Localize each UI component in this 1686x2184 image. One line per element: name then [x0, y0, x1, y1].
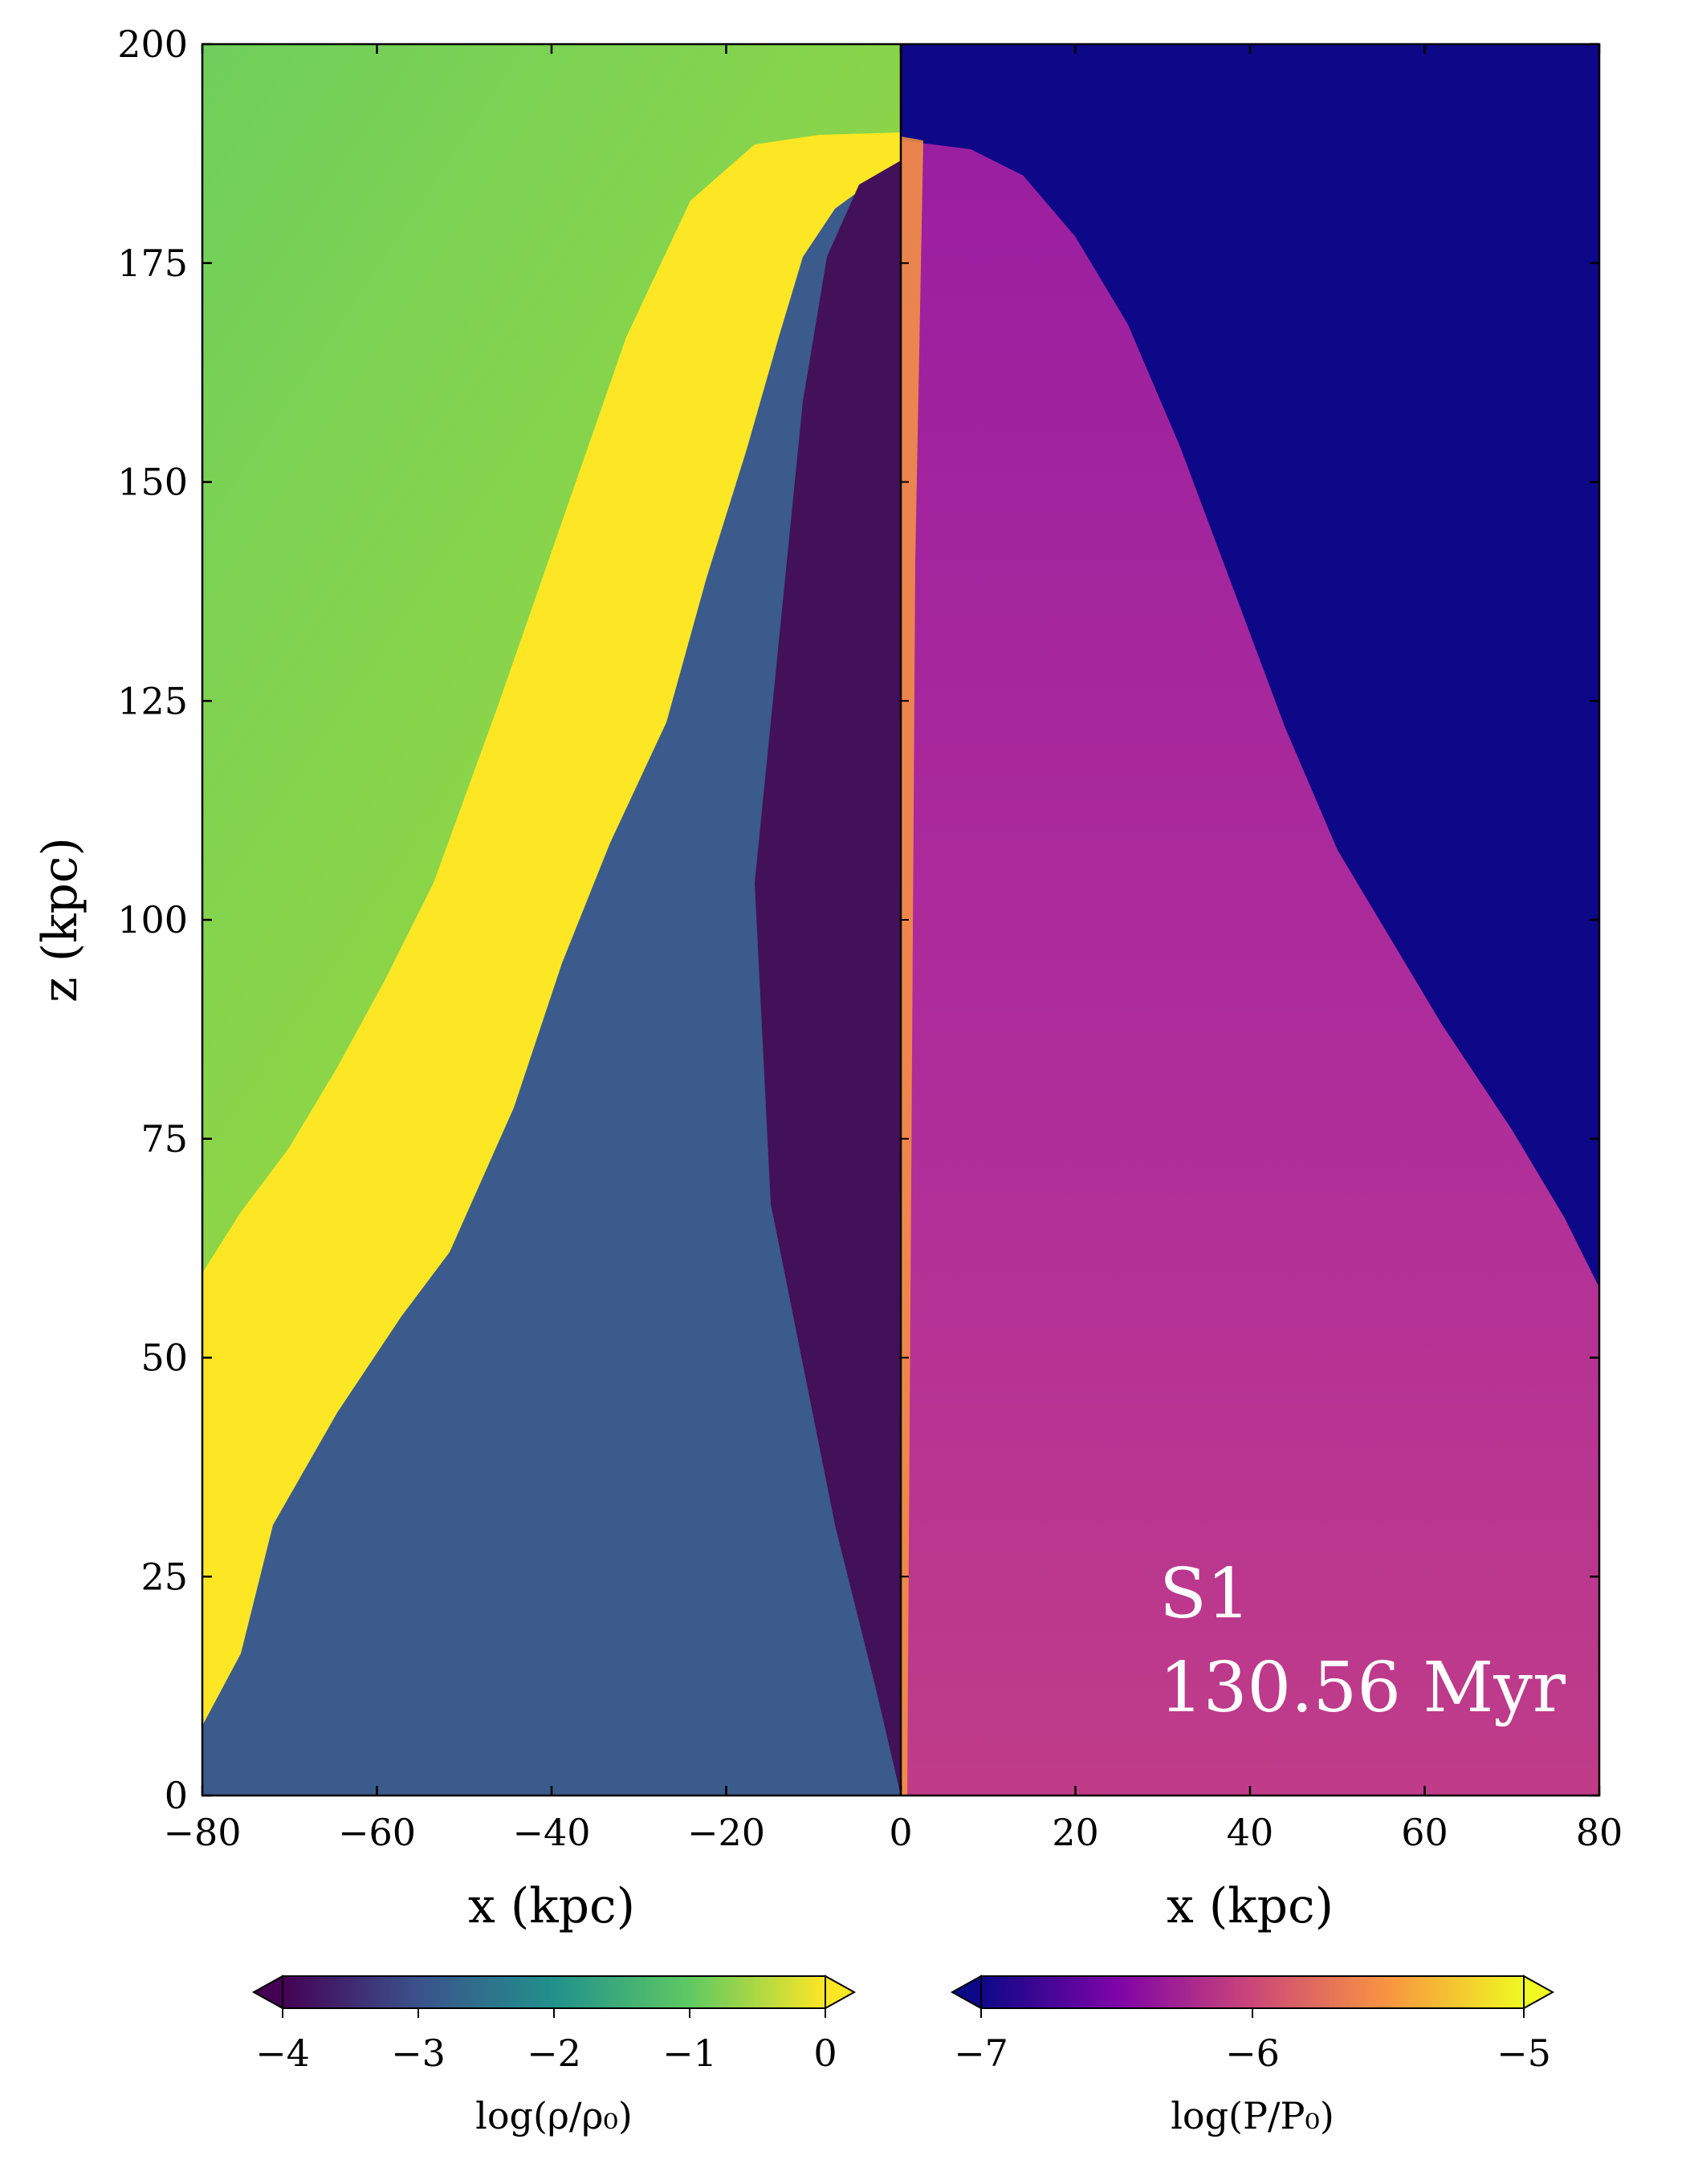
y-tick-label: 150 — [117, 461, 188, 504]
y-tick-label: 75 — [140, 1117, 188, 1161]
colorbar-tick-label: −3 — [391, 2031, 446, 2075]
density-colorbar-gradient — [283, 1976, 825, 2008]
colorbar-tick-label: 0 — [813, 2031, 837, 2075]
x-tick-label: 60 — [1401, 1811, 1448, 1854]
y-tick-label: 100 — [117, 898, 188, 942]
density-cocoon-region — [202, 161, 901, 1796]
colorbar-tick-label: −6 — [1225, 2031, 1280, 2075]
x-tick-label: 0 — [889, 1811, 912, 1854]
pressure-colorbar-extend-high — [1523, 1975, 1555, 2010]
x-axis-ticks: −80 −60 −40 −20 0 20 40 60 80 — [163, 44, 1623, 1854]
colorbar-tick-label: −4 — [255, 2031, 310, 2075]
density-colorbar-extend-low — [251, 1975, 283, 2010]
pressure-cocoon-region — [901, 140, 1599, 1796]
pressure-colorbar-ticks: −7 −6 −5 — [954, 2008, 1551, 2075]
pressure-colorbar: −7 −6 −5 log(P/P₀) — [950, 1975, 1555, 2137]
pressure-colorbar-label: log(P/P₀) — [1171, 2094, 1334, 2137]
x-tick-label: −40 — [512, 1811, 590, 1854]
colorbar-tick-label: −1 — [662, 2031, 717, 2075]
run-time-label: 130.56 Myr — [1159, 1648, 1566, 1728]
y-tick-label: 175 — [117, 242, 188, 285]
pressure-shell-edge — [901, 136, 923, 1796]
y-axis-ticks: 0 25 50 75 100 125 150 175 200 — [117, 22, 1599, 1817]
density-colorbar-extend-high — [825, 1975, 857, 2010]
y-tick-label: 125 — [117, 679, 188, 722]
colorbar-tick-label: −2 — [527, 2031, 581, 2075]
y-tick-label: 200 — [117, 22, 188, 66]
pressure-colorbar-extend-low — [950, 1975, 982, 2010]
y-tick-label: 25 — [140, 1555, 188, 1598]
pressure-colorbar-gradient — [981, 1976, 1524, 2008]
y-tick-label: 0 — [165, 1774, 188, 1817]
y-axis-label: z (kpc) — [32, 837, 88, 1003]
density-colorbar: −4 −3 −2 −1 0 log(ρ/ρ₀) — [251, 1975, 857, 2137]
colorbar-tick-label: −5 — [1497, 2031, 1551, 2075]
density-cavity-region — [755, 161, 901, 1796]
x-axis-label-left: x (kpc) — [468, 1878, 635, 1934]
x-tick-label: −60 — [338, 1811, 416, 1854]
x-tick-label: −80 — [163, 1811, 241, 1854]
run-label: S1 — [1159, 1554, 1251, 1634]
x-tick-label: −20 — [687, 1811, 765, 1854]
x-tick-label: 20 — [1052, 1811, 1099, 1854]
x-axis-label-right: x (kpc) — [1167, 1878, 1334, 1934]
x-tick-label: 80 — [1576, 1811, 1623, 1854]
x-tick-label: 40 — [1227, 1811, 1274, 1854]
density-colorbar-ticks: −4 −3 −2 −1 0 — [255, 2008, 837, 2075]
y-tick-label: 50 — [140, 1336, 188, 1380]
density-colorbar-label: log(ρ/ρ₀) — [475, 2094, 633, 2137]
plot-area — [202, 44, 1599, 1796]
colorbar-tick-label: −7 — [954, 2031, 1008, 2075]
